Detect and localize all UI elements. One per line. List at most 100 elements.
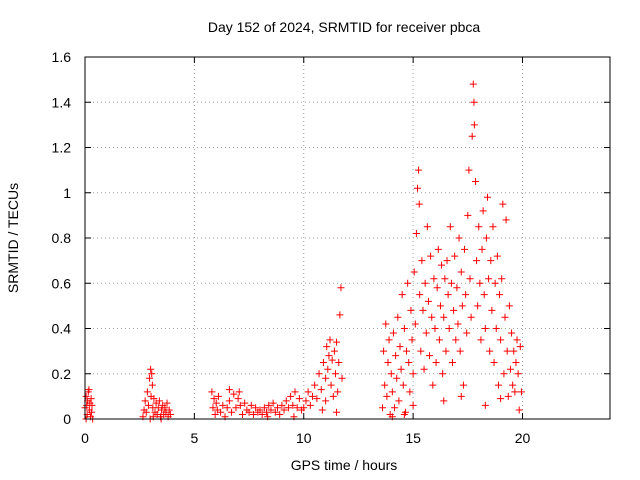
- data-point: [333, 408, 341, 416]
- data-point: [399, 381, 407, 389]
- data-point: [503, 347, 511, 355]
- data-point: [322, 397, 330, 405]
- data-point: [330, 347, 338, 355]
- data-point: [379, 404, 386, 412]
- data-point: [513, 336, 521, 344]
- data-point: [492, 325, 500, 332]
- data-point: [335, 358, 343, 366]
- data-point: [165, 406, 173, 414]
- data-point: [511, 388, 519, 396]
- data-point: [442, 347, 450, 355]
- data-point: [466, 275, 474, 283]
- data-point: [429, 381, 437, 389]
- data-point: [432, 358, 440, 366]
- data-point: [468, 132, 476, 140]
- data-point: [440, 313, 448, 321]
- data-point: [225, 397, 233, 405]
- y-tick-label: 0: [63, 411, 71, 427]
- data-point: [423, 223, 431, 231]
- data-point: [146, 374, 154, 382]
- data-point: [443, 257, 451, 265]
- data-point: [408, 336, 416, 344]
- data-point: [517, 388, 525, 396]
- data-point: [274, 404, 281, 412]
- data-point: [428, 313, 436, 321]
- data-point: [211, 410, 219, 418]
- data-point: [228, 408, 236, 416]
- data-point: [430, 275, 438, 283]
- data-point: [461, 245, 469, 253]
- data-point: [322, 374, 330, 382]
- data-point: [499, 200, 507, 208]
- data-point: [319, 358, 327, 366]
- data-point: [210, 395, 218, 403]
- data-point: [337, 284, 345, 292]
- data-point: [459, 381, 467, 389]
- data-point: [497, 336, 505, 344]
- grid-layer: [85, 57, 610, 419]
- data-point: [457, 392, 465, 400]
- data-point: [406, 388, 414, 396]
- data-point: [491, 279, 499, 287]
- data-point: [493, 252, 501, 260]
- data-point: [449, 358, 456, 366]
- data-point: [475, 223, 483, 231]
- data-point: [486, 347, 494, 355]
- data-point: [318, 406, 326, 414]
- data-point: [467, 313, 475, 321]
- data-point: [403, 347, 411, 355]
- data-point: [325, 352, 333, 360]
- data-point: [451, 252, 459, 260]
- data-point: [331, 370, 339, 378]
- data-point: [426, 352, 434, 360]
- data-point: [444, 291, 452, 299]
- chart-title: Day 152 of 2024, SRMTID for receiver pbc…: [208, 19, 481, 35]
- data-point: [258, 410, 266, 418]
- data-point: [482, 234, 490, 242]
- data-point: [446, 223, 454, 231]
- plot-frame: [84, 56, 611, 420]
- data-point: [338, 374, 346, 382]
- data-point: [496, 291, 504, 299]
- data-point: [441, 275, 449, 283]
- data-point: [282, 397, 290, 405]
- data-point: [225, 386, 233, 394]
- data-point: [427, 252, 435, 260]
- data-point: [478, 245, 486, 253]
- data-point: [409, 370, 417, 378]
- data-point: [217, 408, 225, 416]
- data-point: [82, 392, 90, 400]
- data-point: [380, 347, 388, 355]
- data-point: [306, 401, 314, 409]
- data-point: [293, 404, 301, 412]
- data-point: [269, 399, 277, 407]
- data-point: [334, 388, 342, 396]
- data-point: [424, 297, 432, 305]
- data-point: [141, 397, 149, 405]
- data-point: [417, 347, 425, 355]
- data-point: [415, 166, 423, 174]
- data-point: [317, 386, 325, 394]
- data-point: [311, 381, 319, 389]
- data-point: [435, 336, 443, 344]
- data-point: [394, 313, 402, 321]
- x-axis-label: GPS time / hours: [291, 457, 398, 473]
- data-point: [166, 410, 174, 418]
- data-point: [416, 291, 424, 299]
- data-points: [81, 80, 525, 423]
- data-point: [295, 395, 303, 403]
- data-point: [302, 397, 310, 405]
- data-point: [287, 392, 295, 400]
- data-point: [388, 388, 396, 396]
- data-point: [474, 302, 482, 310]
- data-point: [457, 268, 465, 276]
- data-point: [504, 392, 512, 400]
- data-point: [315, 370, 323, 378]
- data-point: [421, 279, 429, 287]
- data-point: [265, 401, 273, 409]
- data-point: [392, 352, 400, 360]
- data-point: [445, 325, 453, 332]
- data-point: [212, 399, 220, 407]
- data-point: [450, 306, 458, 314]
- data-point: [327, 381, 335, 389]
